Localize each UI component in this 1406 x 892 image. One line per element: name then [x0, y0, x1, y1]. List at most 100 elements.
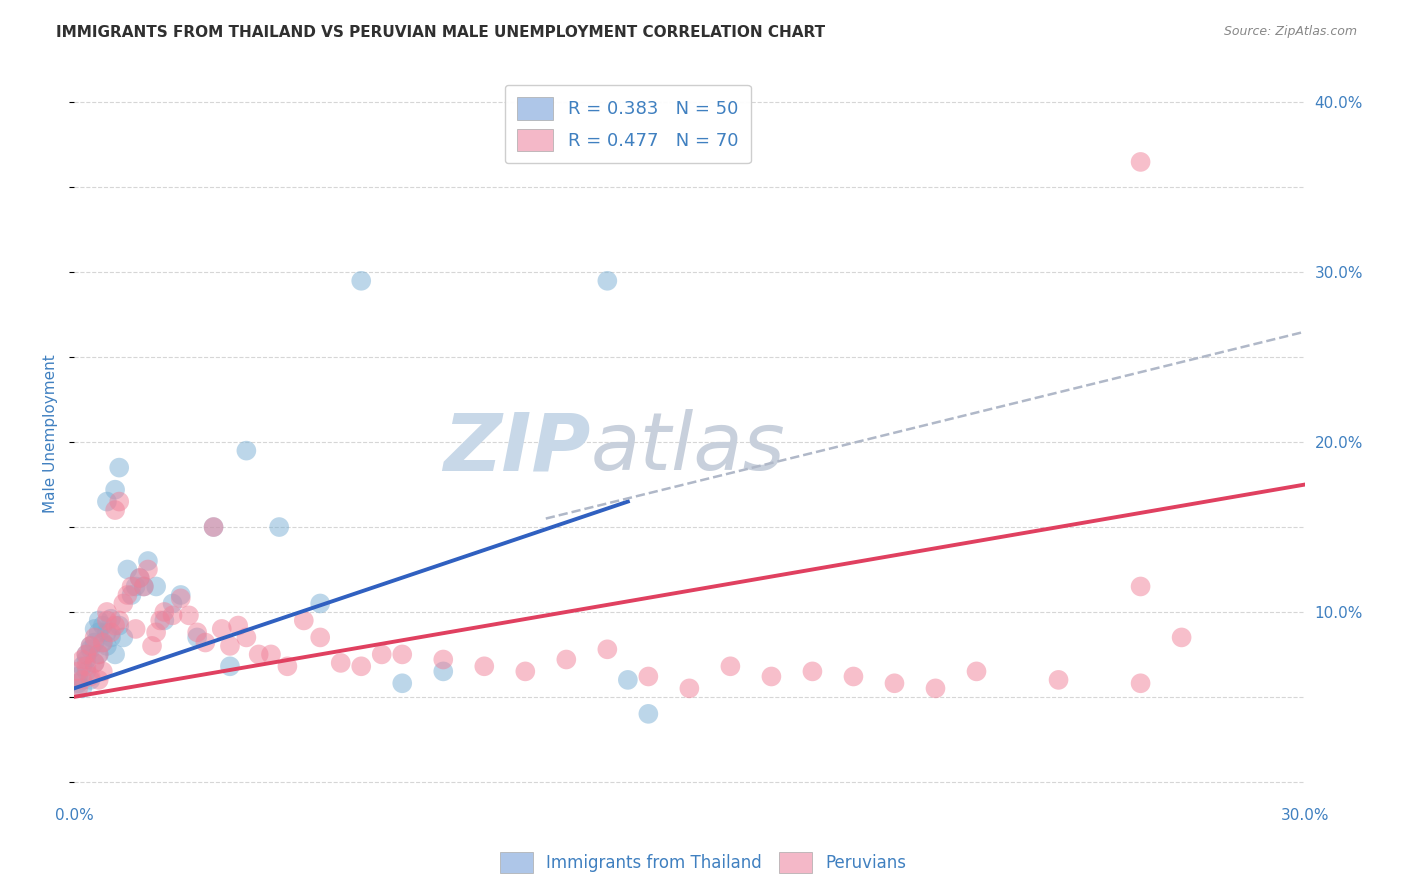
Point [91, 665, 114, 679]
Point [235, 631, 257, 645]
Point [966, 665, 988, 679]
Point [104, 483, 127, 497]
Text: Source: ZipAtlas.com: Source: ZipAtlas.com [1223, 25, 1357, 38]
Point [136, 554, 159, 568]
Point [149, 614, 172, 628]
Legend: Immigrants from Thailand, Peruvians: Immigrants from Thailand, Peruvians [494, 846, 912, 880]
Point [145, 625, 167, 640]
Point [83, 622, 105, 636]
Point [87, 648, 110, 662]
Point [79, 669, 101, 683]
Point [96, 614, 118, 628]
Point [104, 503, 127, 517]
Point [132, 579, 155, 593]
Point [842, 669, 865, 683]
Point [132, 579, 155, 593]
Point [219, 659, 242, 673]
Point [555, 652, 578, 666]
Point [72, 652, 94, 666]
Point [637, 669, 659, 683]
Point [124, 622, 146, 636]
Point [108, 618, 131, 632]
Point [883, 676, 905, 690]
Point [75, 648, 97, 662]
Point [202, 520, 225, 534]
Point [177, 608, 200, 623]
Point [128, 571, 150, 585]
Point [309, 631, 332, 645]
Point [153, 614, 176, 628]
Point [235, 443, 257, 458]
Point [136, 562, 159, 576]
Point [124, 579, 146, 593]
Point [87, 614, 110, 628]
Text: ZIP: ZIP [443, 409, 591, 487]
Point [1129, 155, 1152, 169]
Point [72, 681, 94, 696]
Point [141, 639, 163, 653]
Point [145, 579, 167, 593]
Point [801, 665, 824, 679]
Point [108, 460, 131, 475]
Point [247, 648, 270, 662]
Text: IMMIGRANTS FROM THAILAND VS PERUVIAN MALE UNEMPLOYMENT CORRELATION CHART: IMMIGRANTS FROM THAILAND VS PERUVIAN MAL… [56, 25, 825, 40]
Point [1129, 579, 1152, 593]
Point [170, 588, 193, 602]
Point [924, 681, 946, 696]
Point [226, 618, 249, 632]
Point [91, 635, 114, 649]
Point [100, 631, 122, 645]
Point [128, 571, 150, 585]
Point [79, 639, 101, 653]
Point [67, 681, 90, 696]
Point [104, 648, 127, 662]
Point [112, 597, 135, 611]
Point [79, 642, 101, 657]
Point [72, 659, 94, 673]
Point [83, 631, 105, 645]
Point [432, 665, 454, 679]
Point [67, 665, 90, 679]
Point [75, 652, 97, 666]
Point [194, 635, 217, 649]
Point [87, 625, 110, 640]
Point [117, 562, 139, 576]
Point [72, 673, 94, 687]
Point [269, 520, 291, 534]
Point [329, 656, 352, 670]
Point [515, 665, 537, 679]
Point [211, 622, 233, 636]
Point [596, 642, 619, 657]
Point [391, 648, 413, 662]
Legend: R = 0.383   N = 50, R = 0.477   N = 70: R = 0.383 N = 50, R = 0.477 N = 70 [505, 85, 751, 163]
Point [104, 618, 127, 632]
Y-axis label: Male Unemployment: Male Unemployment [44, 354, 58, 513]
Point [117, 588, 139, 602]
Point [186, 631, 208, 645]
Point [202, 520, 225, 534]
Point [309, 597, 332, 611]
Point [292, 614, 315, 628]
Point [432, 652, 454, 666]
Point [75, 659, 97, 673]
Point [121, 588, 143, 602]
Point [1129, 676, 1152, 690]
Point [219, 639, 242, 653]
Point [678, 681, 700, 696]
Point [108, 614, 131, 628]
Point [83, 635, 105, 649]
Point [100, 625, 122, 640]
Point [162, 608, 184, 623]
Point [100, 612, 122, 626]
Point [83, 656, 105, 670]
Point [162, 597, 184, 611]
Text: atlas: atlas [591, 409, 786, 487]
Point [260, 648, 283, 662]
Point [761, 669, 783, 683]
Point [391, 676, 413, 690]
Point [350, 274, 373, 288]
Point [472, 659, 495, 673]
Point [96, 625, 118, 640]
Point [67, 669, 90, 683]
Point [79, 673, 101, 687]
